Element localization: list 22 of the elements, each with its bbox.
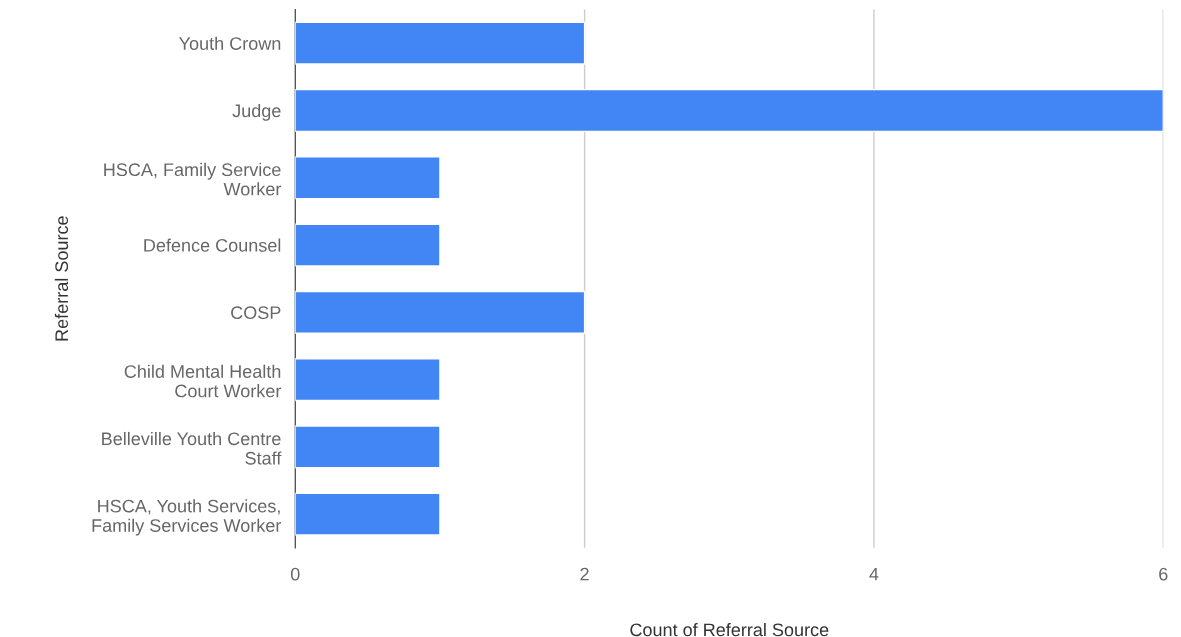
y-tick-label: Defence Counsel [144,238,281,252]
bar [295,492,441,536]
x-tick-label: 2 [580,567,589,581]
bar [295,358,441,402]
x-tick-label: 0 [290,567,300,581]
x-tick-label: 4 [869,567,879,581]
bar [295,290,586,334]
bar [295,223,441,267]
x-tick-label: 6 [1159,567,1168,581]
y-tick-label: HSCA, Family Service Worker [104,162,282,196]
y-tick-label: COSP [231,306,281,320]
y-tick-label: HSCA, Youth Services, Family Services Worker [92,499,282,536]
y-tick-label: Youth Crown [179,36,281,50]
y-tick-label: Child Mental Health Court Worker [124,364,282,398]
bar [295,21,586,65]
bar [295,425,441,469]
y-tick-label: Belleville Youth Centre Staff [102,431,282,465]
x-axis-title: Count of Referral Source [630,622,829,637]
bar [295,88,1164,133]
y-axis-title: Referral Source [54,216,69,341]
y-tick-label: Judge [232,103,281,121]
bar [295,156,441,200]
